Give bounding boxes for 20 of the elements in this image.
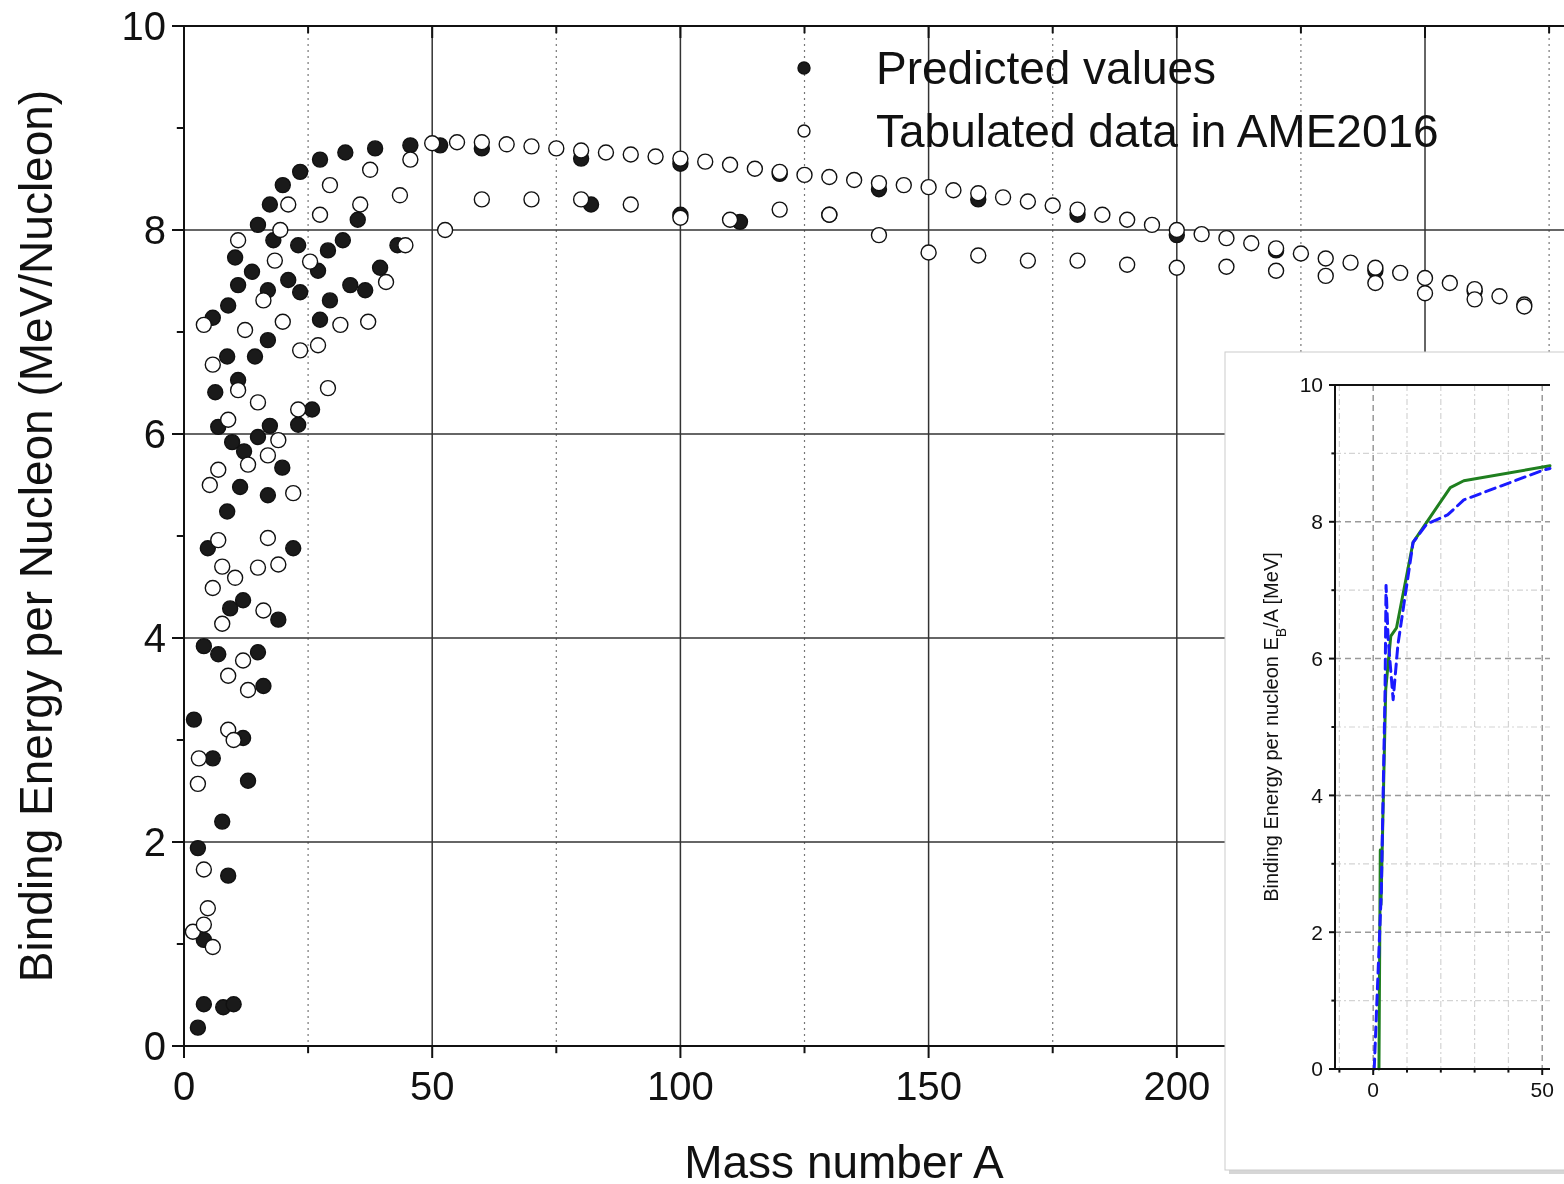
y-tick-label: 4 [1311, 783, 1324, 807]
y-tick-label: 4 [143, 616, 166, 660]
y-tick-label: 6 [1311, 646, 1323, 670]
y-tick-label: 6 [143, 412, 166, 456]
y-tick-label: 2 [1311, 920, 1323, 944]
x-tick-label: 50 [1530, 1078, 1554, 1102]
x-tick-label: 0 [172, 1064, 196, 1108]
y-tick-label: 2 [143, 820, 166, 864]
y-tick-label: 10 [121, 4, 166, 48]
y-tick-label: 8 [1311, 510, 1323, 534]
y-tick-label: 0 [143, 1024, 166, 1068]
x-axis-title: Mass number A [684, 1136, 1005, 1184]
y-axis-title: Binding Energy per Nucleon (MeV/Nucleon) [10, 89, 62, 983]
y-tick-label: 10 [1299, 373, 1323, 397]
x-tick-label: 200 [1143, 1064, 1211, 1108]
x-tick-label: 50 [409, 1064, 455, 1108]
x-tick-label: 100 [647, 1064, 714, 1108]
x-tick-label: 0 [1367, 1078, 1380, 1102]
x-tick-label: 150 [895, 1064, 962, 1108]
y-tick-label: 8 [143, 208, 166, 252]
